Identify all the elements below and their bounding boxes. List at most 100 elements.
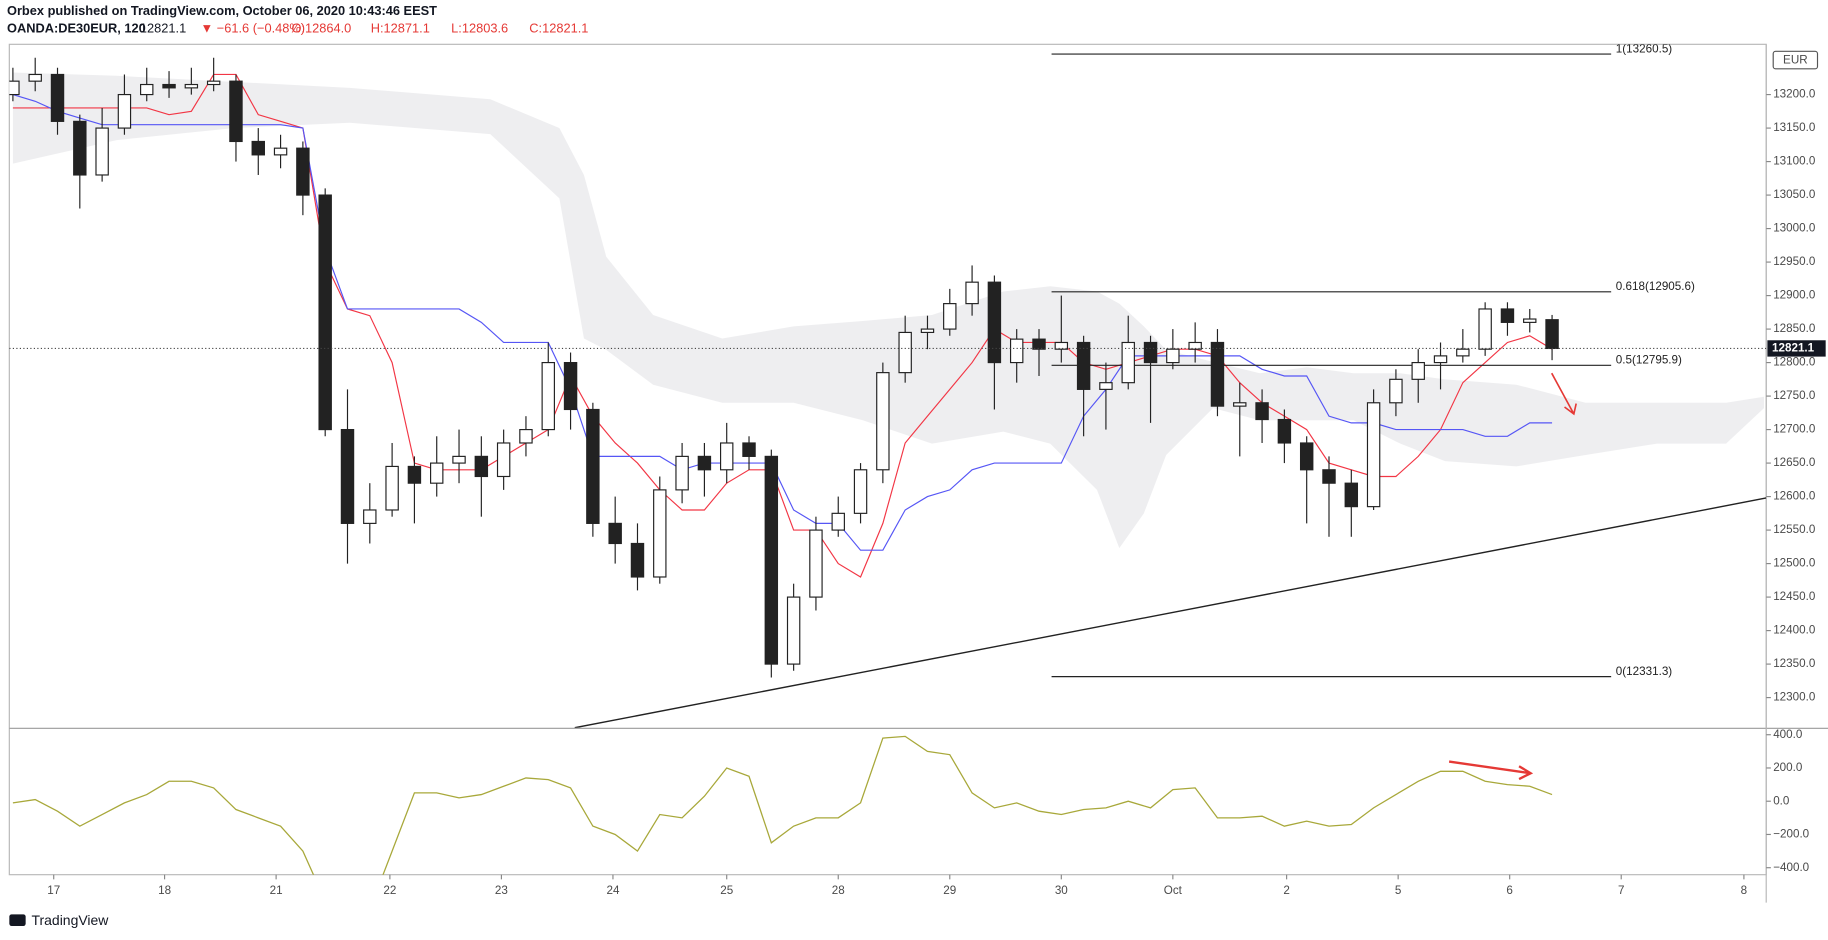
candle [1366, 389, 1381, 510]
x-tick-label: 29 [943, 884, 956, 897]
candle [1411, 349, 1425, 403]
candle-body [786, 596, 801, 665]
candle [95, 107, 109, 182]
fib-label: 0.5(12795.9) [1616, 354, 1682, 367]
last-price: 12821.1 [140, 21, 186, 36]
candle [586, 402, 600, 537]
logo-icon [9, 914, 26, 927]
candle-body [340, 428, 355, 524]
candle [1545, 314, 1559, 361]
candle [385, 442, 399, 517]
candle [853, 463, 868, 524]
indicator-line [12, 94, 1553, 551]
arrow [1448, 760, 1534, 781]
x-tick-label: 2 [1283, 884, 1289, 897]
candle [162, 71, 176, 98]
candle [251, 128, 265, 175]
osc-tick-label: 400.0 [1773, 728, 1803, 741]
candle [184, 67, 199, 95]
x-tick-label: 24 [606, 884, 619, 897]
candle-body [117, 93, 132, 129]
candle [496, 429, 511, 490]
candle-body [519, 428, 533, 444]
candle [1478, 302, 1492, 356]
candle-body [1478, 308, 1492, 350]
y-tick-label: 12350.0 [1773, 657, 1816, 670]
candle [563, 352, 578, 430]
candle-body [1500, 308, 1515, 323]
candle-body [876, 372, 890, 471]
candle [1143, 335, 1158, 423]
candle-body [1299, 442, 1314, 471]
y-tick-label: 12900.0 [1773, 289, 1816, 302]
candle [943, 288, 957, 336]
y-tick-label: 12450.0 [1773, 590, 1816, 603]
candle-body [452, 455, 466, 464]
candle [987, 275, 1002, 410]
candle [50, 67, 65, 135]
candle-body [630, 542, 645, 578]
osc-tick-label: 200.0 [1773, 761, 1803, 774]
candle [273, 134, 288, 169]
candle-body [742, 442, 756, 457]
candle-body [1523, 318, 1537, 323]
candle-body [898, 331, 912, 374]
candle-body [1076, 341, 1091, 390]
candle-body [363, 509, 377, 524]
candle-body [474, 455, 489, 478]
y-tick-label: 13150.0 [1773, 121, 1816, 134]
candle-body [608, 522, 622, 545]
y-tick-label: 12600.0 [1773, 490, 1816, 503]
candle [407, 456, 422, 524]
candle-body [273, 147, 288, 156]
x-tick-label: 21 [270, 884, 283, 897]
candle-body [50, 73, 65, 122]
candle [541, 342, 555, 437]
candle-body [965, 281, 979, 305]
currency: EUR [1783, 54, 1808, 67]
change: ▼ −61.6 (−0.48%) [201, 21, 306, 36]
candle [1322, 456, 1336, 537]
candle [1389, 369, 1403, 417]
candle-body [943, 303, 957, 330]
candle [876, 362, 890, 484]
candle-body [1322, 469, 1336, 484]
candle [630, 523, 645, 591]
candle-body [1233, 402, 1247, 407]
x-tick-label: 28 [832, 884, 845, 897]
x-tick-label: 30 [1055, 884, 1068, 897]
candle [1054, 295, 1069, 363]
candle [1277, 409, 1292, 464]
low: L:12803.6 [451, 21, 508, 36]
candle-body [385, 465, 399, 511]
candle [229, 74, 243, 162]
y-tick-label: 12550.0 [1773, 523, 1816, 536]
ichimoku-cloud [12, 72, 1764, 549]
candle-body [9, 80, 20, 96]
candle [786, 583, 801, 671]
candle [9, 67, 20, 102]
axes: 13200.0 13150.0 13100.0 13050.0 13000.0 12950… [47, 88, 1826, 897]
candle-body [251, 140, 265, 156]
candle [1433, 342, 1448, 390]
oscillator-pane [12, 735, 1553, 875]
candle-body [140, 83, 154, 96]
candle-body [1210, 341, 1225, 407]
fib-label: 0(12331.3) [1616, 665, 1672, 678]
candle-body [697, 455, 712, 471]
x-tick-label: 18 [158, 884, 171, 897]
candle [742, 436, 756, 470]
candle [1500, 302, 1515, 336]
x-tick-label: 7 [1618, 884, 1624, 897]
candle [1210, 329, 1225, 417]
fib-label: 0.618(12905.6) [1616, 280, 1695, 293]
candle [452, 429, 466, 484]
candle-body [95, 127, 109, 176]
candle [653, 476, 667, 584]
candle [608, 496, 622, 564]
candle [1255, 389, 1269, 443]
indicator-line [12, 73, 1553, 578]
candle [1076, 335, 1091, 437]
